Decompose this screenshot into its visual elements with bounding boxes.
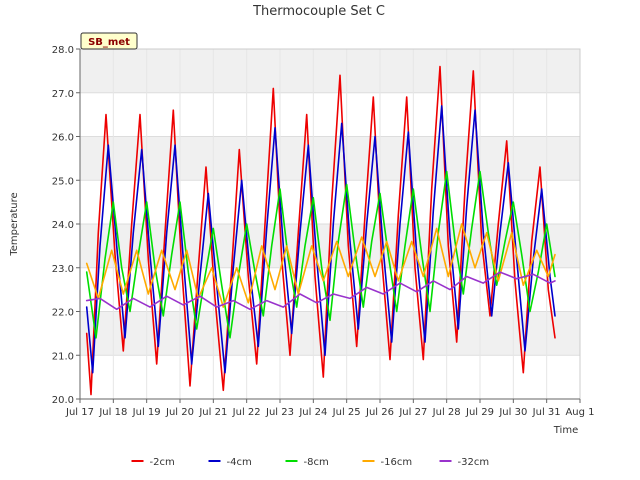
x-tick-label: Jul 30 <box>498 407 527 418</box>
x-tick-label: Jul 28 <box>432 407 461 418</box>
x-tick-label: Jul 29 <box>465 407 494 418</box>
badge-label: SB_met <box>88 37 130 48</box>
y-tick-label: 25.0 <box>52 176 74 187</box>
legend-label: -16cm <box>381 457 413 468</box>
legend-label: -32cm <box>458 457 490 468</box>
series-line-32cm <box>85 271 556 311</box>
legend-label: -8cm <box>304 457 329 468</box>
legend-item: -2cm <box>131 457 175 468</box>
x-tick-label: Jul 22 <box>232 407 261 418</box>
x-axis-title: Time <box>553 425 578 436</box>
axes: 20.0 21.0 22.0 23.0 24.0 25.0 26.0 27.0 28.0 Jul … <box>52 45 595 418</box>
series-line-8cm <box>85 170 556 339</box>
y-tick-label: 28.0 <box>52 45 74 56</box>
legend-item: -16cm <box>362 457 413 468</box>
legend-item: -32cm <box>439 457 490 468</box>
x-tick-label: Jul 21 <box>198 407 227 418</box>
legend-item: -4cm <box>208 457 252 468</box>
y-tick-label: 27.0 <box>52 89 74 100</box>
y-tick-label: 23.0 <box>52 264 74 275</box>
chart-title: Thermocouple Set C <box>252 4 385 19</box>
y-tick-label: 20.0 <box>52 395 74 406</box>
x-tick-label: Jul 18 <box>98 407 127 418</box>
legend-label: -4cm <box>227 457 252 468</box>
x-tick-label: Jul 23 <box>265 407 294 418</box>
x-tick-label: Jul 17 <box>65 407 94 418</box>
legend-label: -2cm <box>150 457 175 468</box>
y-tick-label: 24.0 <box>52 220 74 231</box>
legend-item: -8cm <box>285 457 329 468</box>
x-tick-label: Jul 27 <box>398 407 427 418</box>
y-tick-label: 26.0 <box>52 133 74 144</box>
badge-box <box>80 32 138 50</box>
x-tick-label: Jul 20 <box>165 407 194 418</box>
y-axis-title: Temperature <box>9 192 20 256</box>
y-tick-label: 22.0 <box>52 308 74 319</box>
y-tick-label: 21.0 <box>52 351 74 362</box>
series-line-16cm <box>85 223 556 308</box>
x-tick-label: Jul 24 <box>298 407 327 418</box>
x-tick-label: Aug 1 <box>565 407 594 418</box>
plot-band <box>80 136 580 181</box>
x-tick-label: Jul 25 <box>332 407 361 418</box>
series-line-4cm <box>85 105 556 374</box>
x-tick-label: Jul 19 <box>132 407 161 418</box>
legend: -2cm -4cm -8cm -16cm -32cm <box>131 457 490 468</box>
x-tick-label: Jul 31 <box>532 407 561 418</box>
plot-band <box>80 49 580 93</box>
series-layer <box>85 65 556 396</box>
x-tick-label: Jul 26 <box>365 407 394 418</box>
badge: SB_met <box>80 32 138 50</box>
